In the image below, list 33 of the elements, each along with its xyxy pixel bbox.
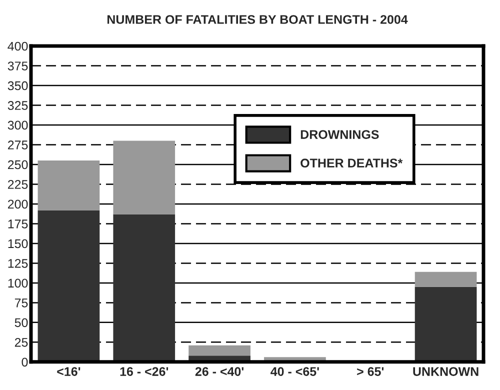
bar: [38, 210, 100, 362]
y-tick-label: 0: [22, 358, 28, 367]
bar: [414, 272, 477, 287]
y-tick-label: 350: [8, 81, 28, 90]
bar: [38, 160, 100, 210]
y-tick-label: 75: [14, 298, 28, 308]
x-tick-label: 26 - <40': [195, 367, 244, 376]
y-tick-label: 300: [8, 120, 28, 130]
y-tick-label: 400: [8, 42, 28, 51]
y-tick-label: 250: [8, 160, 28, 170]
y-tick-label: 100: [8, 278, 28, 288]
x-tick-label: UNKNOWN: [413, 367, 478, 376]
y-tick-label: 275: [8, 140, 28, 150]
legend-label: OTHER DEATHS*: [300, 158, 403, 168]
y-tick-label: 175: [8, 220, 28, 228]
bar: [113, 214, 176, 362]
y-tick-label: 375: [8, 62, 28, 70]
y-tick-label: 125: [8, 259, 28, 268]
y-tick-label: 225: [8, 180, 28, 189]
x-tick-label: 40 - <65': [270, 367, 319, 376]
legend-label: DROWNINGS: [300, 130, 379, 139]
bar: [414, 286, 477, 362]
bar: [113, 140, 176, 214]
y-tick-label: 25: [14, 338, 28, 347]
y-tick-label: 200: [8, 200, 28, 209]
y-tick-label: 150: [8, 239, 28, 248]
y-tick-label: 325: [8, 101, 28, 110]
y-tick-label: 50: [14, 318, 28, 328]
x-tick-label: > 65': [357, 367, 384, 376]
bar: [188, 345, 250, 356]
chart-title: NUMBER OF FATALITIES BY BOAT LENGTH - 2004: [107, 15, 408, 24]
x-tick-label: 16 - <26': [120, 367, 168, 376]
x-tick-label: <16': [57, 367, 80, 376]
